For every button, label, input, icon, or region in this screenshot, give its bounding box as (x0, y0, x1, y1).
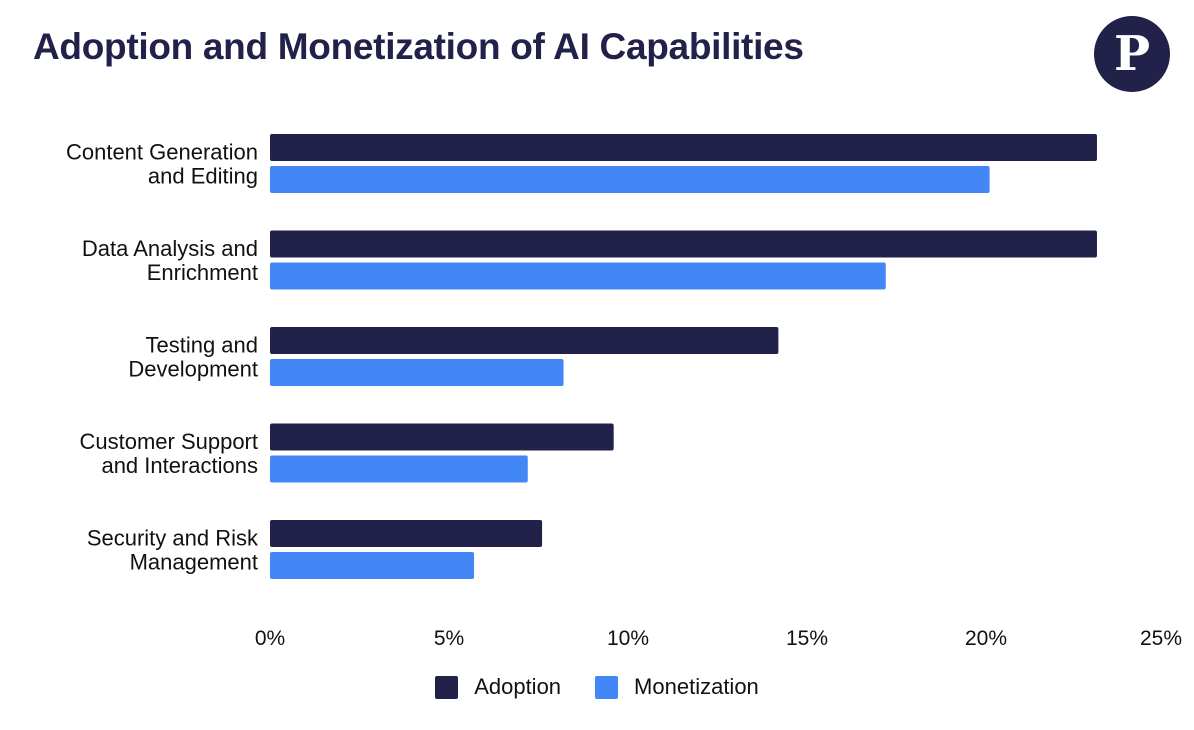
bar-monetization-1 (270, 262, 886, 290)
bar-adoption-3 (270, 423, 614, 451)
category-label-0: Content Generation and Editing (66, 140, 258, 189)
bar-monetization-0 (270, 166, 990, 193)
x-tick-label-1: 5% (434, 627, 464, 650)
legend-item-monetization: Monetization (595, 674, 759, 700)
bar-adoption-0 (270, 134, 1097, 161)
legend-label-monetization: Monetization (634, 674, 759, 699)
bar-adoption-4 (270, 520, 543, 547)
category-label-4: Security and Risk Management (87, 526, 259, 575)
bar-monetization-4 (270, 552, 475, 579)
category-label-2: Testing and Development (128, 333, 258, 382)
x-tick-label-0: 0% (255, 627, 285, 650)
legend-label-adoption: Adoption (474, 674, 562, 699)
x-tick-label-2: 10% (607, 627, 649, 650)
chart-title: Adoption and Monetization of AI Capabili… (33, 26, 804, 67)
logo-letter: P (1113, 26, 1151, 82)
legend-item-adoption: Adoption (435, 674, 561, 700)
bar-adoption-2 (270, 327, 779, 354)
chart-legend: Adoption Monetization (0, 674, 1194, 700)
category-label-1: Data Analysis and Enrichment (82, 236, 258, 285)
logo-icon: P (1094, 16, 1170, 92)
x-tick-label-4: 20% (965, 627, 1007, 650)
x-tick-label-5: 25% (1140, 627, 1182, 650)
x-tick-label-3: 15% (786, 627, 828, 650)
legend-swatch-monetization (595, 675, 619, 699)
bar-monetization-2 (270, 359, 564, 386)
legend-swatch-adoption (435, 675, 459, 699)
bar-monetization-3 (270, 455, 528, 483)
category-label-3: Customer Support and Interactions (79, 429, 258, 478)
bar-adoption-1 (270, 230, 1097, 258)
